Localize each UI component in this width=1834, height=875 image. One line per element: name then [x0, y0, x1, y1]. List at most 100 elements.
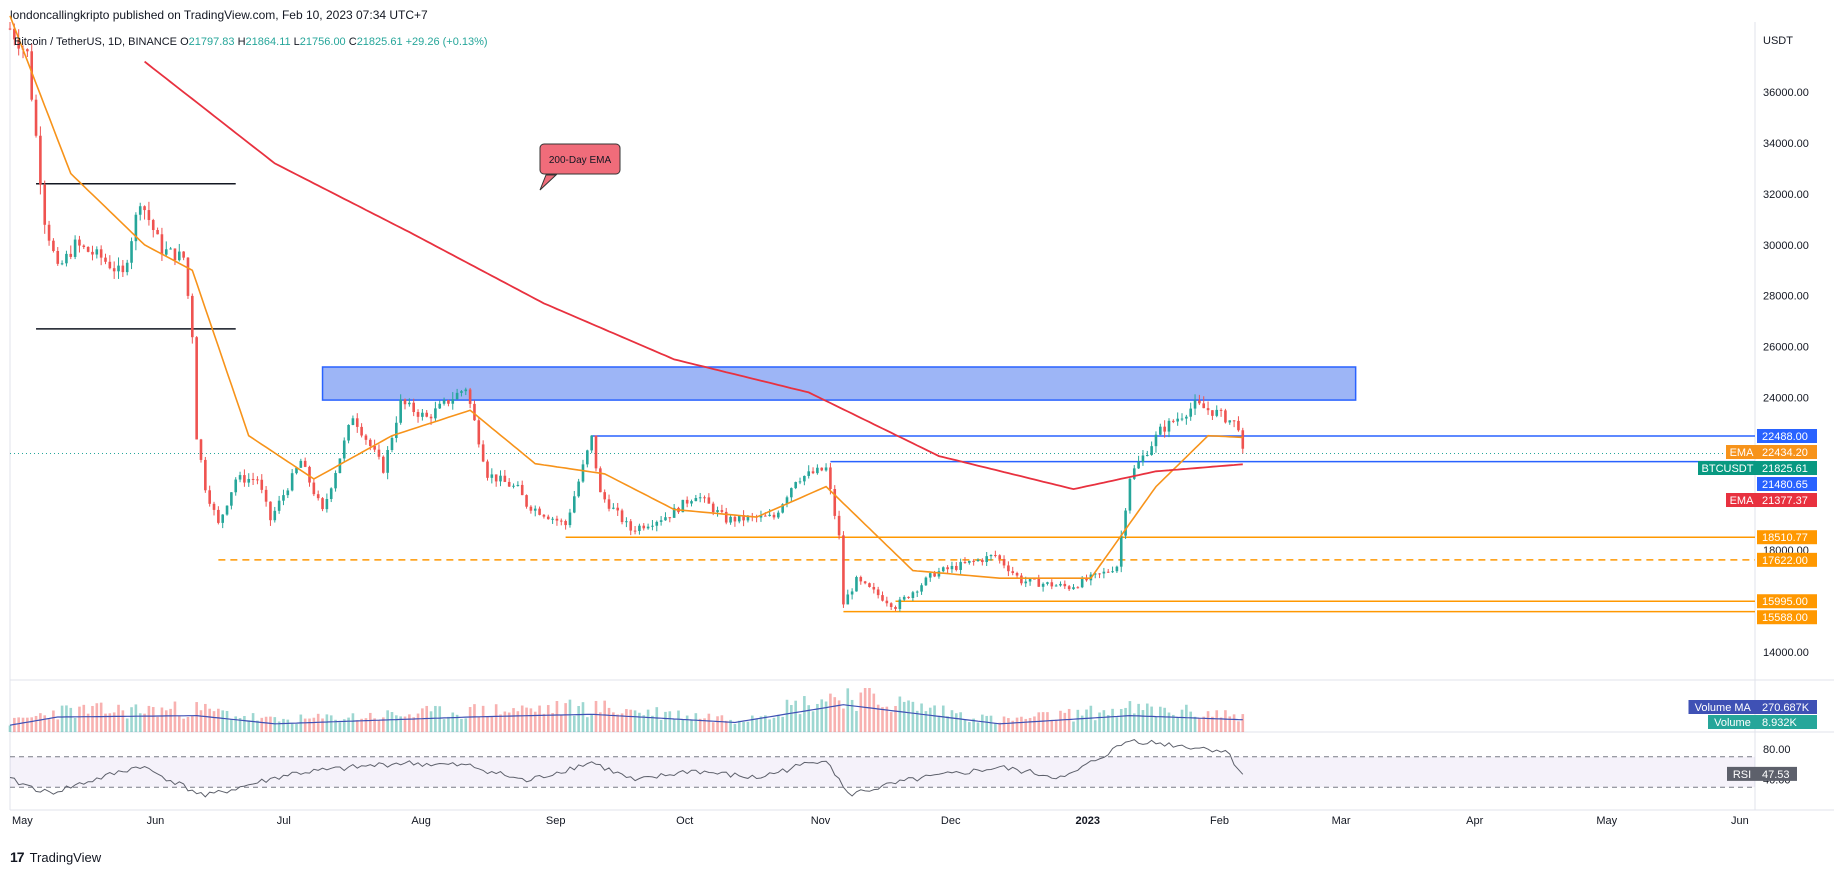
- candles: [8, 21, 1245, 612]
- candle-body: [954, 565, 958, 570]
- volume-bar: [985, 715, 988, 732]
- volume-bar: [1224, 710, 1227, 732]
- candle-body: [186, 257, 190, 296]
- candle-body: [968, 560, 971, 563]
- volume-bar: [772, 717, 776, 732]
- volume-bar: [212, 711, 216, 732]
- candle-body: [182, 251, 185, 258]
- candle-body: [833, 489, 837, 516]
- volume-bar: [442, 719, 446, 732]
- candle-body: [1215, 409, 1219, 416]
- legend-h-label: H: [238, 36, 246, 48]
- candle-body: [711, 503, 715, 513]
- candle-body: [329, 488, 333, 499]
- volume-bar: [542, 713, 546, 732]
- volume-bar: [1115, 717, 1119, 732]
- volume-bar: [269, 716, 272, 732]
- volume-bar: [1020, 716, 1023, 732]
- volume-bar: [477, 716, 481, 732]
- candle-body: [1228, 420, 1232, 423]
- price-label-value: 22434.20: [1762, 447, 1808, 459]
- candle-body: [316, 494, 320, 499]
- candle-body: [981, 559, 984, 563]
- volume-bar: [134, 704, 138, 732]
- legend-c-label: C: [349, 36, 357, 48]
- candle-body: [1141, 455, 1145, 462]
- volume-bar: [512, 708, 515, 732]
- volume-bar: [1219, 717, 1223, 732]
- candle-body: [282, 495, 285, 501]
- volume-bar: [1063, 712, 1067, 732]
- candle-body: [898, 599, 902, 609]
- candle-body: [429, 416, 433, 419]
- legend-l-value: 21756.00: [300, 36, 349, 48]
- volume-bar: [264, 716, 268, 732]
- volume-bar: [690, 719, 693, 732]
- candle-body: [234, 479, 238, 493]
- volume-bar: [902, 701, 906, 732]
- candle-body: [486, 461, 489, 478]
- candle-body: [638, 525, 641, 532]
- volume-bar: [1111, 708, 1114, 732]
- volume-bar: [1232, 714, 1236, 732]
- resistance-zone: [321, 366, 1357, 401]
- candle-body: [1206, 408, 1210, 411]
- volume-bar: [82, 704, 86, 732]
- callout-box: [539, 143, 621, 175]
- candle-body: [868, 583, 871, 587]
- price-label: 21825.61 BTCUSDT: [1698, 461, 1817, 476]
- volume-bar: [998, 722, 1002, 732]
- rsi-axis-tick: 80.00: [1763, 744, 1791, 756]
- volume-bar: [238, 717, 242, 732]
- candle-body: [724, 511, 728, 523]
- candle-body: [260, 479, 264, 490]
- price-label-tag: EMA: [1730, 495, 1755, 507]
- candle-body: [56, 250, 60, 264]
- candle-body: [204, 459, 207, 491]
- time-axis-tick: Aug: [411, 815, 431, 827]
- volume-bar: [833, 697, 837, 732]
- candle-body: [668, 517, 672, 519]
- price-axis-tick: 36000.00: [1763, 87, 1809, 99]
- candle-body: [642, 525, 646, 529]
- tradingview-logo-text: TradingView: [29, 849, 102, 865]
- volume-bar: [863, 688, 867, 732]
- volume-bar: [39, 713, 42, 732]
- candle-body: [876, 589, 880, 596]
- volume-bar: [568, 699, 572, 732]
- price-label: 17622.00: [1757, 552, 1817, 567]
- volume-bar: [677, 710, 680, 732]
- candle-body: [577, 481, 580, 497]
- volume-bar: [373, 718, 376, 732]
- volume-bar: [60, 705, 64, 732]
- legend-o-value: 21797.83: [189, 36, 238, 48]
- candle-body: [512, 485, 515, 487]
- candle-body: [169, 248, 172, 250]
- volume-bar: [937, 715, 941, 732]
- volume-bar: [438, 706, 442, 732]
- candle-body: [60, 263, 64, 265]
- candle-body: [777, 512, 780, 518]
- volume-bar: [759, 716, 763, 732]
- volume-bar: [698, 718, 702, 732]
- volume-bar: [750, 715, 754, 732]
- volume-bar: [494, 704, 498, 732]
- volume-bar: [499, 714, 502, 732]
- volume-bar: [599, 712, 602, 732]
- candle-body: [195, 337, 198, 440]
- candle-body: [164, 249, 168, 255]
- volume-bar: [1072, 721, 1075, 732]
- candle-body: [377, 449, 381, 457]
- price-label-box: [1757, 530, 1817, 545]
- candle-body: [438, 403, 442, 409]
- candle-body: [52, 240, 55, 251]
- candle-body: [907, 596, 910, 598]
- price-label-value: 21825.61: [1762, 463, 1808, 475]
- volume-bar: [295, 724, 298, 732]
- volume-bar: [742, 721, 745, 732]
- volume-bar: [217, 708, 220, 732]
- price-axis-tick: 34000.00: [1763, 138, 1809, 150]
- candle-body: [17, 39, 20, 49]
- candle-body: [368, 439, 372, 446]
